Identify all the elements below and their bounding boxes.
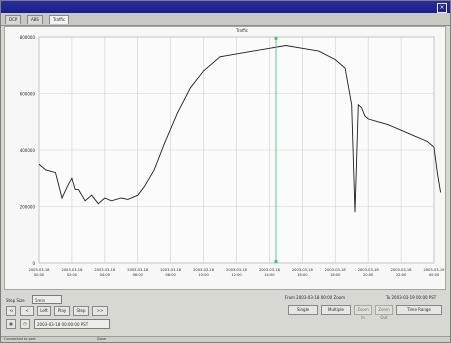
- x-tick-label: 08:00: [165, 273, 176, 277]
- rewind-button[interactable]: ⟲: [6, 306, 16, 316]
- step-size-value: 5min: [35, 298, 46, 303]
- x-tick-label: 10:00: [198, 273, 209, 277]
- x-tick-label: 2003-03-18: [160, 268, 182, 272]
- play-button[interactable]: Play: [54, 306, 70, 316]
- x-tick-label: 00:00: [34, 273, 45, 277]
- start-time-value: 2003-03-18 00:00:00 PST: [37, 322, 89, 327]
- rewind-icon: ⟲: [9, 308, 13, 313]
- step-button[interactable]: Step: [73, 306, 89, 316]
- x-tick-label: 2003-03-18: [292, 268, 314, 272]
- chart-panel: Traffic 800000 600000 400000 200000 0 2003-03…: [4, 26, 446, 290]
- x-tick-label: 00:00: [429, 273, 440, 277]
- step-size-label: Step Size: [6, 298, 25, 303]
- x-tick-label: 2003-03-18: [94, 268, 116, 272]
- tab-traffic[interactable]: Traffic: [49, 15, 70, 24]
- calendar-button[interactable]: ▦: [6, 319, 16, 329]
- y-tick-label: 0: [32, 261, 35, 266]
- x-tick-label: 2003-03-18: [325, 268, 347, 272]
- x-tick-label: 02:00: [67, 273, 78, 277]
- x-tick-label: 22:00: [396, 273, 407, 277]
- x-tick-label: 2003-03-18: [391, 268, 413, 272]
- status-right: Done: [97, 337, 107, 341]
- traffic-series-line: [38, 45, 442, 213]
- status-bar: Connected to port Done: [1, 336, 450, 342]
- single-button[interactable]: Single: [288, 305, 318, 315]
- x-tick-label: 2003-03-18: [358, 268, 380, 272]
- clock-icon: ◷: [23, 321, 27, 326]
- x-tick-label: 2003-03-18: [29, 268, 51, 272]
- window-titlebar: ×: [1, 1, 450, 13]
- tab-abs[interactable]: ABS: [27, 15, 43, 24]
- y-tick-label: 400000: [20, 148, 36, 153]
- multiple-button[interactable]: Multiple: [321, 305, 351, 315]
- x-tick-label: 06:00: [133, 273, 144, 277]
- range-text-2: To 2003-03-19 00:00 PST: [386, 295, 437, 300]
- close-icon[interactable]: ×: [437, 3, 447, 13]
- y-tick-label: 600000: [20, 92, 36, 97]
- tab-strip: DCP ABS Traffic: [1, 13, 450, 26]
- x-tick-label: 2003-03-18: [193, 268, 215, 272]
- cursor-marker-bottom: [274, 259, 278, 264]
- traffic-chart[interactable]: 80000060000040000020000002003-03-1800:00…: [5, 27, 447, 291]
- y-tick-label: 800000: [20, 35, 36, 40]
- x-tick-label: 2003-03-18: [127, 268, 149, 272]
- x-tick-label: 20:00: [363, 273, 374, 277]
- cursor-marker-top: [274, 36, 278, 41]
- back-button[interactable]: <: [20, 306, 34, 316]
- start-time-input[interactable]: 2003-03-18 00:00:00 PST: [34, 319, 110, 329]
- time-range-button[interactable]: Time Range: [396, 305, 442, 315]
- x-tick-label: 14:00: [264, 273, 275, 277]
- x-tick-label: 04:00: [100, 273, 111, 277]
- x-tick-label: 18:00: [330, 273, 341, 277]
- status-left: Connected to port: [4, 337, 36, 341]
- time-button[interactable]: ◷: [20, 319, 30, 329]
- fast-forward-button[interactable]: >>: [92, 306, 108, 316]
- left-button[interactable]: Left: [37, 306, 51, 316]
- window-title: [217, 3, 251, 10]
- x-tick-label: 2003-03-18: [226, 268, 248, 272]
- chart-title: Traffic: [236, 28, 249, 33]
- zoom-in-button[interactable]: Zoom In: [354, 305, 372, 320]
- range-text-1: From 2003-03-18 00:00 Zoom: [285, 295, 346, 300]
- x-tick-label: 12:00: [231, 273, 242, 277]
- tab-dcp[interactable]: DCP: [5, 15, 22, 24]
- calendar-icon: ▦: [9, 321, 13, 326]
- zoom-out-button[interactable]: Zoom Out: [375, 305, 393, 320]
- controls-panel: Step Size 5min ⟲ < Left Play Step >> ▦ ◷…: [3, 292, 448, 336]
- y-tick-label: 200000: [20, 205, 36, 210]
- x-tick-label: 2003-03-19: [424, 268, 446, 272]
- x-tick-label: 2003-03-18: [259, 268, 281, 272]
- x-tick-label: 2003-03-18: [61, 268, 83, 272]
- step-size-input[interactable]: 5min: [32, 295, 62, 304]
- x-tick-label: 16:00: [297, 273, 308, 277]
